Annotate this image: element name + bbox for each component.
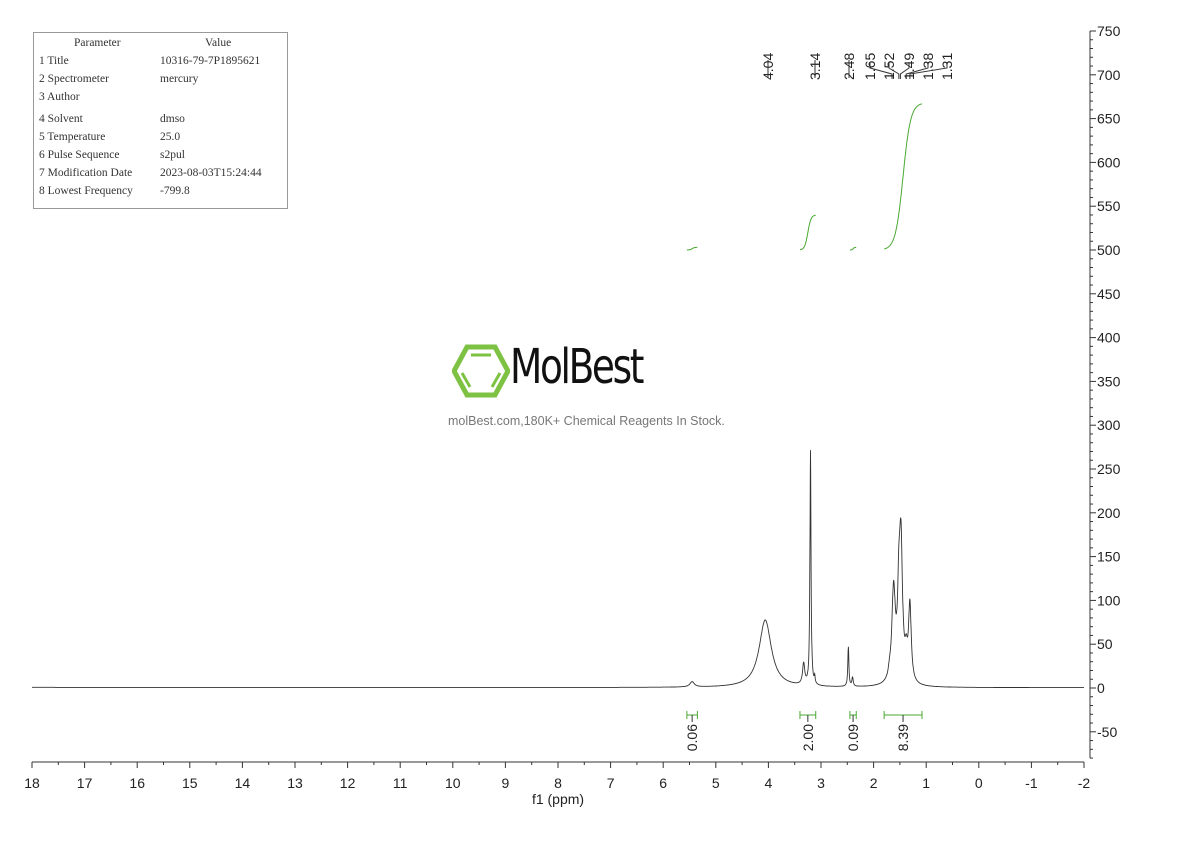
integral-curve bbox=[686, 246, 698, 251]
x-axis-label: f1 (ppm) bbox=[532, 791, 584, 807]
param-value: mercury bbox=[160, 73, 199, 85]
peak-label-connector bbox=[899, 62, 910, 79]
y-tick-label: 100 bbox=[1097, 592, 1121, 608]
x-tick-label: -2 bbox=[1078, 775, 1091, 791]
x-tick-label: 3 bbox=[817, 775, 825, 791]
x-tick-label: 17 bbox=[77, 775, 93, 791]
y-tick-label: 500 bbox=[1097, 242, 1121, 258]
x-tick-label: 7 bbox=[607, 775, 615, 791]
y-tick-label: 450 bbox=[1097, 286, 1121, 302]
integral-value: 0.06 bbox=[684, 724, 700, 751]
y-tick-label: 700 bbox=[1097, 67, 1121, 83]
integral-value: 0.09 bbox=[845, 724, 861, 751]
y-tick-label: 150 bbox=[1097, 549, 1121, 565]
peak-label-connector bbox=[869, 62, 893, 79]
y-tick-label: 600 bbox=[1097, 154, 1121, 170]
param-value: s2pul bbox=[160, 149, 185, 161]
y-tick-label: 300 bbox=[1097, 417, 1121, 433]
y-tick-label: -50 bbox=[1097, 724, 1117, 740]
watermark-tagline: molBest.com,180K+ Chemical Reagents In S… bbox=[448, 414, 725, 428]
y-tick-label: 350 bbox=[1097, 373, 1121, 389]
y-tick-label: 550 bbox=[1097, 198, 1121, 214]
y-tick-label: 400 bbox=[1097, 330, 1121, 346]
benzene-logo-icon bbox=[451, 344, 511, 398]
molbest-logo: MolBest bbox=[451, 339, 672, 403]
x-tick-label: 10 bbox=[445, 775, 461, 791]
y-tick-label: 650 bbox=[1097, 111, 1121, 127]
x-tick-label: 4 bbox=[765, 775, 773, 791]
param-label: 1 Title bbox=[39, 55, 69, 67]
param-label: 8 Lowest Frequency bbox=[39, 185, 133, 197]
param-label: 4 Solvent bbox=[39, 113, 83, 125]
x-tick-label: 6 bbox=[659, 775, 667, 791]
y-tick-label: 250 bbox=[1097, 461, 1121, 477]
param-value: 10316-79-7P1895621 bbox=[160, 55, 261, 67]
logo-text: MolBest bbox=[510, 339, 644, 395]
integral-value: 8.39 bbox=[895, 724, 911, 751]
param-value: -799.8 bbox=[160, 185, 190, 197]
x-tick-label: 15 bbox=[182, 775, 198, 791]
x-tick-label: 18 bbox=[24, 775, 40, 791]
param-label: 6 Pulse Sequence bbox=[39, 149, 120, 161]
param-label: 7 Modification Date bbox=[39, 167, 133, 179]
y-tick-label: 750 bbox=[1097, 23, 1121, 39]
x-tick-label: 13 bbox=[287, 775, 303, 791]
integral-curve bbox=[883, 103, 923, 250]
param-label: 3 Author bbox=[39, 91, 80, 103]
x-tick-label: 1 bbox=[922, 775, 930, 791]
spectrum-line bbox=[32, 450, 1084, 689]
x-tick-label: -1 bbox=[1025, 775, 1038, 791]
y-tick-label: 0 bbox=[1097, 680, 1105, 696]
peak-label-connector bbox=[909, 62, 948, 79]
y-tick-label: 200 bbox=[1097, 505, 1121, 521]
param-value: 2023-08-03T15:24:44 bbox=[160, 167, 262, 179]
peak-label-connector bbox=[905, 62, 929, 79]
x-tick-label: 8 bbox=[554, 775, 562, 791]
param-label: 5 Temperature bbox=[39, 131, 106, 143]
table-header-value: Value bbox=[205, 37, 232, 49]
parameters-table: Parameter Value 1 Title 10316-79-7P189562… bbox=[33, 32, 288, 209]
param-value: 25.0 bbox=[160, 131, 181, 143]
integral-value: 2.00 bbox=[800, 724, 816, 751]
x-tick-label: 5 bbox=[712, 775, 720, 791]
integral-curve bbox=[849, 246, 857, 251]
x-tick-label: 12 bbox=[340, 775, 356, 791]
param-label: 2 Spectrometer bbox=[39, 73, 109, 85]
x-tick-label: 0 bbox=[975, 775, 983, 791]
peak-label-connector bbox=[888, 62, 900, 79]
x-tick-label: 9 bbox=[502, 775, 510, 791]
x-tick-label: 2 bbox=[870, 775, 878, 791]
x-tick-label: 14 bbox=[235, 775, 251, 791]
table-header-parameter: Parameter bbox=[74, 37, 121, 49]
y-tick-label: 50 bbox=[1097, 636, 1113, 652]
x-tick-label: 11 bbox=[393, 775, 408, 791]
integral-curve bbox=[799, 214, 816, 251]
param-value: dmso bbox=[160, 113, 185, 125]
x-tick-label: 16 bbox=[129, 775, 145, 791]
